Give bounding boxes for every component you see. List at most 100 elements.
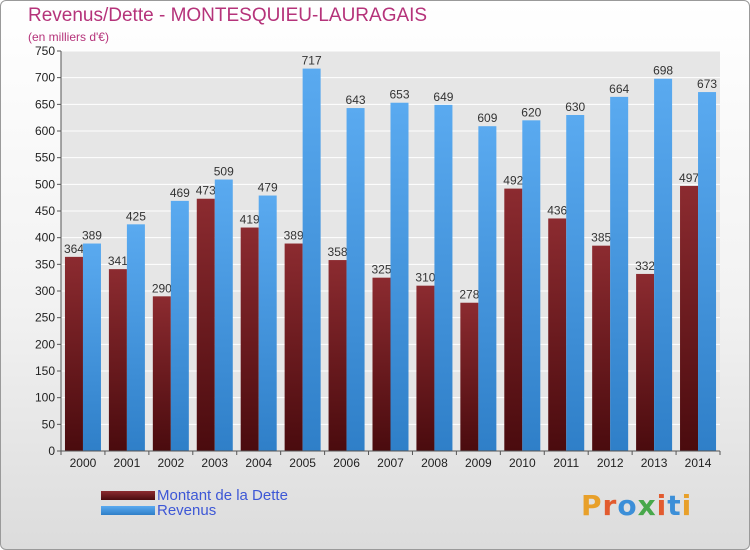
- data-label-dette: 436: [547, 203, 567, 217]
- x-tick-label: 2007: [377, 456, 404, 470]
- x-tick-label: 2003: [201, 456, 228, 470]
- logo-letter: P: [581, 489, 603, 522]
- bar-dette: [416, 285, 435, 451]
- logo-letter: x: [637, 489, 657, 522]
- bar-dette: [548, 218, 567, 451]
- bar-revenus: [82, 243, 101, 451]
- data-label-dette: 310: [415, 271, 435, 285]
- bar-revenus: [566, 115, 585, 451]
- x-tick-label: 2000: [70, 456, 97, 470]
- data-label-dette: 341: [108, 254, 128, 268]
- x-axis: 2000 2001 2002 2003 2004 2005 2006 2007 2008 2009…: [60, 450, 721, 470]
- legend-label-dette: Montant de la Dette: [157, 486, 288, 504]
- chart-title: Revenus/Dette - MONTESQUIEU-LAURAGAIS: [28, 5, 428, 26]
- data-label-dette: 492: [503, 174, 523, 188]
- bar-revenus: [214, 179, 233, 452]
- legend-item-dette: Montant de la Dette: [101, 486, 288, 504]
- data-label-revenus: 664: [609, 82, 629, 96]
- data-label-dette: 332: [635, 259, 655, 273]
- y-tick-label: 700: [35, 71, 55, 85]
- bar-dette: [636, 273, 655, 451]
- bar-revenus: [478, 126, 497, 451]
- data-label-revenus: 649: [433, 90, 453, 104]
- x-tick-label: 2011: [553, 456, 579, 470]
- y-tick-label: 250: [35, 311, 55, 325]
- data-label-revenus: 653: [389, 88, 409, 102]
- bar-dette: [328, 260, 347, 451]
- y-tick-label: 450: [35, 204, 55, 218]
- y-tick-label: 750: [35, 44, 55, 58]
- bar-dette: [504, 188, 523, 451]
- logo-letter: i: [656, 489, 668, 522]
- x-tick-label: 2004: [245, 456, 272, 470]
- chart-subtitle: (en milliers d'€): [28, 30, 109, 44]
- x-tick-label: 2009: [465, 456, 492, 470]
- data-label-revenus: 479: [258, 181, 278, 195]
- y-tick-label: 550: [35, 151, 55, 165]
- x-tick-label: 2012: [597, 456, 624, 470]
- data-label-revenus: 673: [697, 77, 717, 91]
- x-tick-label: 2013: [641, 456, 668, 470]
- y-tick-label: 600: [35, 124, 55, 138]
- x-tick-label: 2006: [333, 456, 360, 470]
- bar-dette: [680, 185, 699, 451]
- data-label-dette: 358: [328, 245, 348, 259]
- bar-revenus: [258, 195, 277, 451]
- bar-revenus: [434, 104, 453, 451]
- x-tick-label: 2001: [114, 456, 141, 470]
- data-label-dette: 325: [371, 263, 391, 277]
- data-label-revenus: 609: [477, 111, 497, 125]
- y-tick-label: 500: [35, 177, 55, 191]
- legend-swatch-revenus: [101, 505, 155, 515]
- y-tick-label: 650: [35, 97, 55, 111]
- y-tick-label: 50: [42, 417, 56, 431]
- bar-dette: [592, 245, 611, 451]
- y-tick-label: 150: [35, 364, 55, 378]
- data-label-revenus: 425: [126, 209, 146, 223]
- data-label-dette: 389: [284, 229, 304, 243]
- data-label-dette: 278: [459, 288, 479, 302]
- y-axis: 0 50 100 150 200 250 300 350 400 450 500 550 600 650 7…: [35, 44, 62, 458]
- data-label-dette: 419: [240, 213, 260, 227]
- data-label-dette: 385: [591, 231, 611, 245]
- logo-letter: o: [617, 489, 638, 522]
- logo-letter: r: [602, 489, 618, 522]
- logo-letter: i: [681, 489, 693, 522]
- bar-revenus: [522, 120, 541, 451]
- bar-revenus: [654, 78, 673, 451]
- bar-dette: [240, 227, 259, 451]
- bar-dette: [108, 269, 127, 451]
- proxiti-logo: Proxiti: [581, 489, 692, 522]
- bar-dette: [372, 277, 391, 451]
- data-label-revenus: 630: [565, 100, 585, 114]
- y-tick-label: 400: [35, 231, 55, 245]
- bar-revenus: [610, 96, 629, 451]
- legend-item-revenus: Revenus: [101, 502, 216, 519]
- y-tick-label: 0: [48, 444, 55, 458]
- data-label-revenus: 717: [302, 54, 322, 68]
- bar-dette: [460, 302, 479, 451]
- data-label-revenus: 509: [214, 165, 234, 179]
- bar-revenus: [390, 102, 409, 451]
- bar-dette: [284, 243, 303, 451]
- x-tick-label: 2008: [421, 456, 448, 470]
- bar-dette: [152, 296, 171, 451]
- data-label-dette: 497: [679, 171, 699, 185]
- bar-revenus: [302, 68, 321, 451]
- data-label-dette: 364: [64, 242, 84, 256]
- data-label-revenus: 469: [170, 186, 190, 200]
- y-tick-label: 300: [35, 284, 55, 298]
- legend-swatch-dette: [101, 490, 155, 500]
- x-tick-label: 2014: [685, 456, 712, 470]
- data-label-revenus: 698: [653, 64, 673, 78]
- x-tick-label: 2002: [157, 456, 184, 470]
- data-label-dette: 290: [152, 281, 172, 295]
- bar-revenus: [698, 92, 717, 452]
- data-label-revenus: 620: [521, 105, 541, 119]
- x-tick-label: 2005: [289, 456, 316, 470]
- data-label-revenus: 643: [346, 93, 366, 107]
- data-label-revenus: 389: [82, 229, 102, 243]
- y-tick-label: 200: [35, 337, 55, 351]
